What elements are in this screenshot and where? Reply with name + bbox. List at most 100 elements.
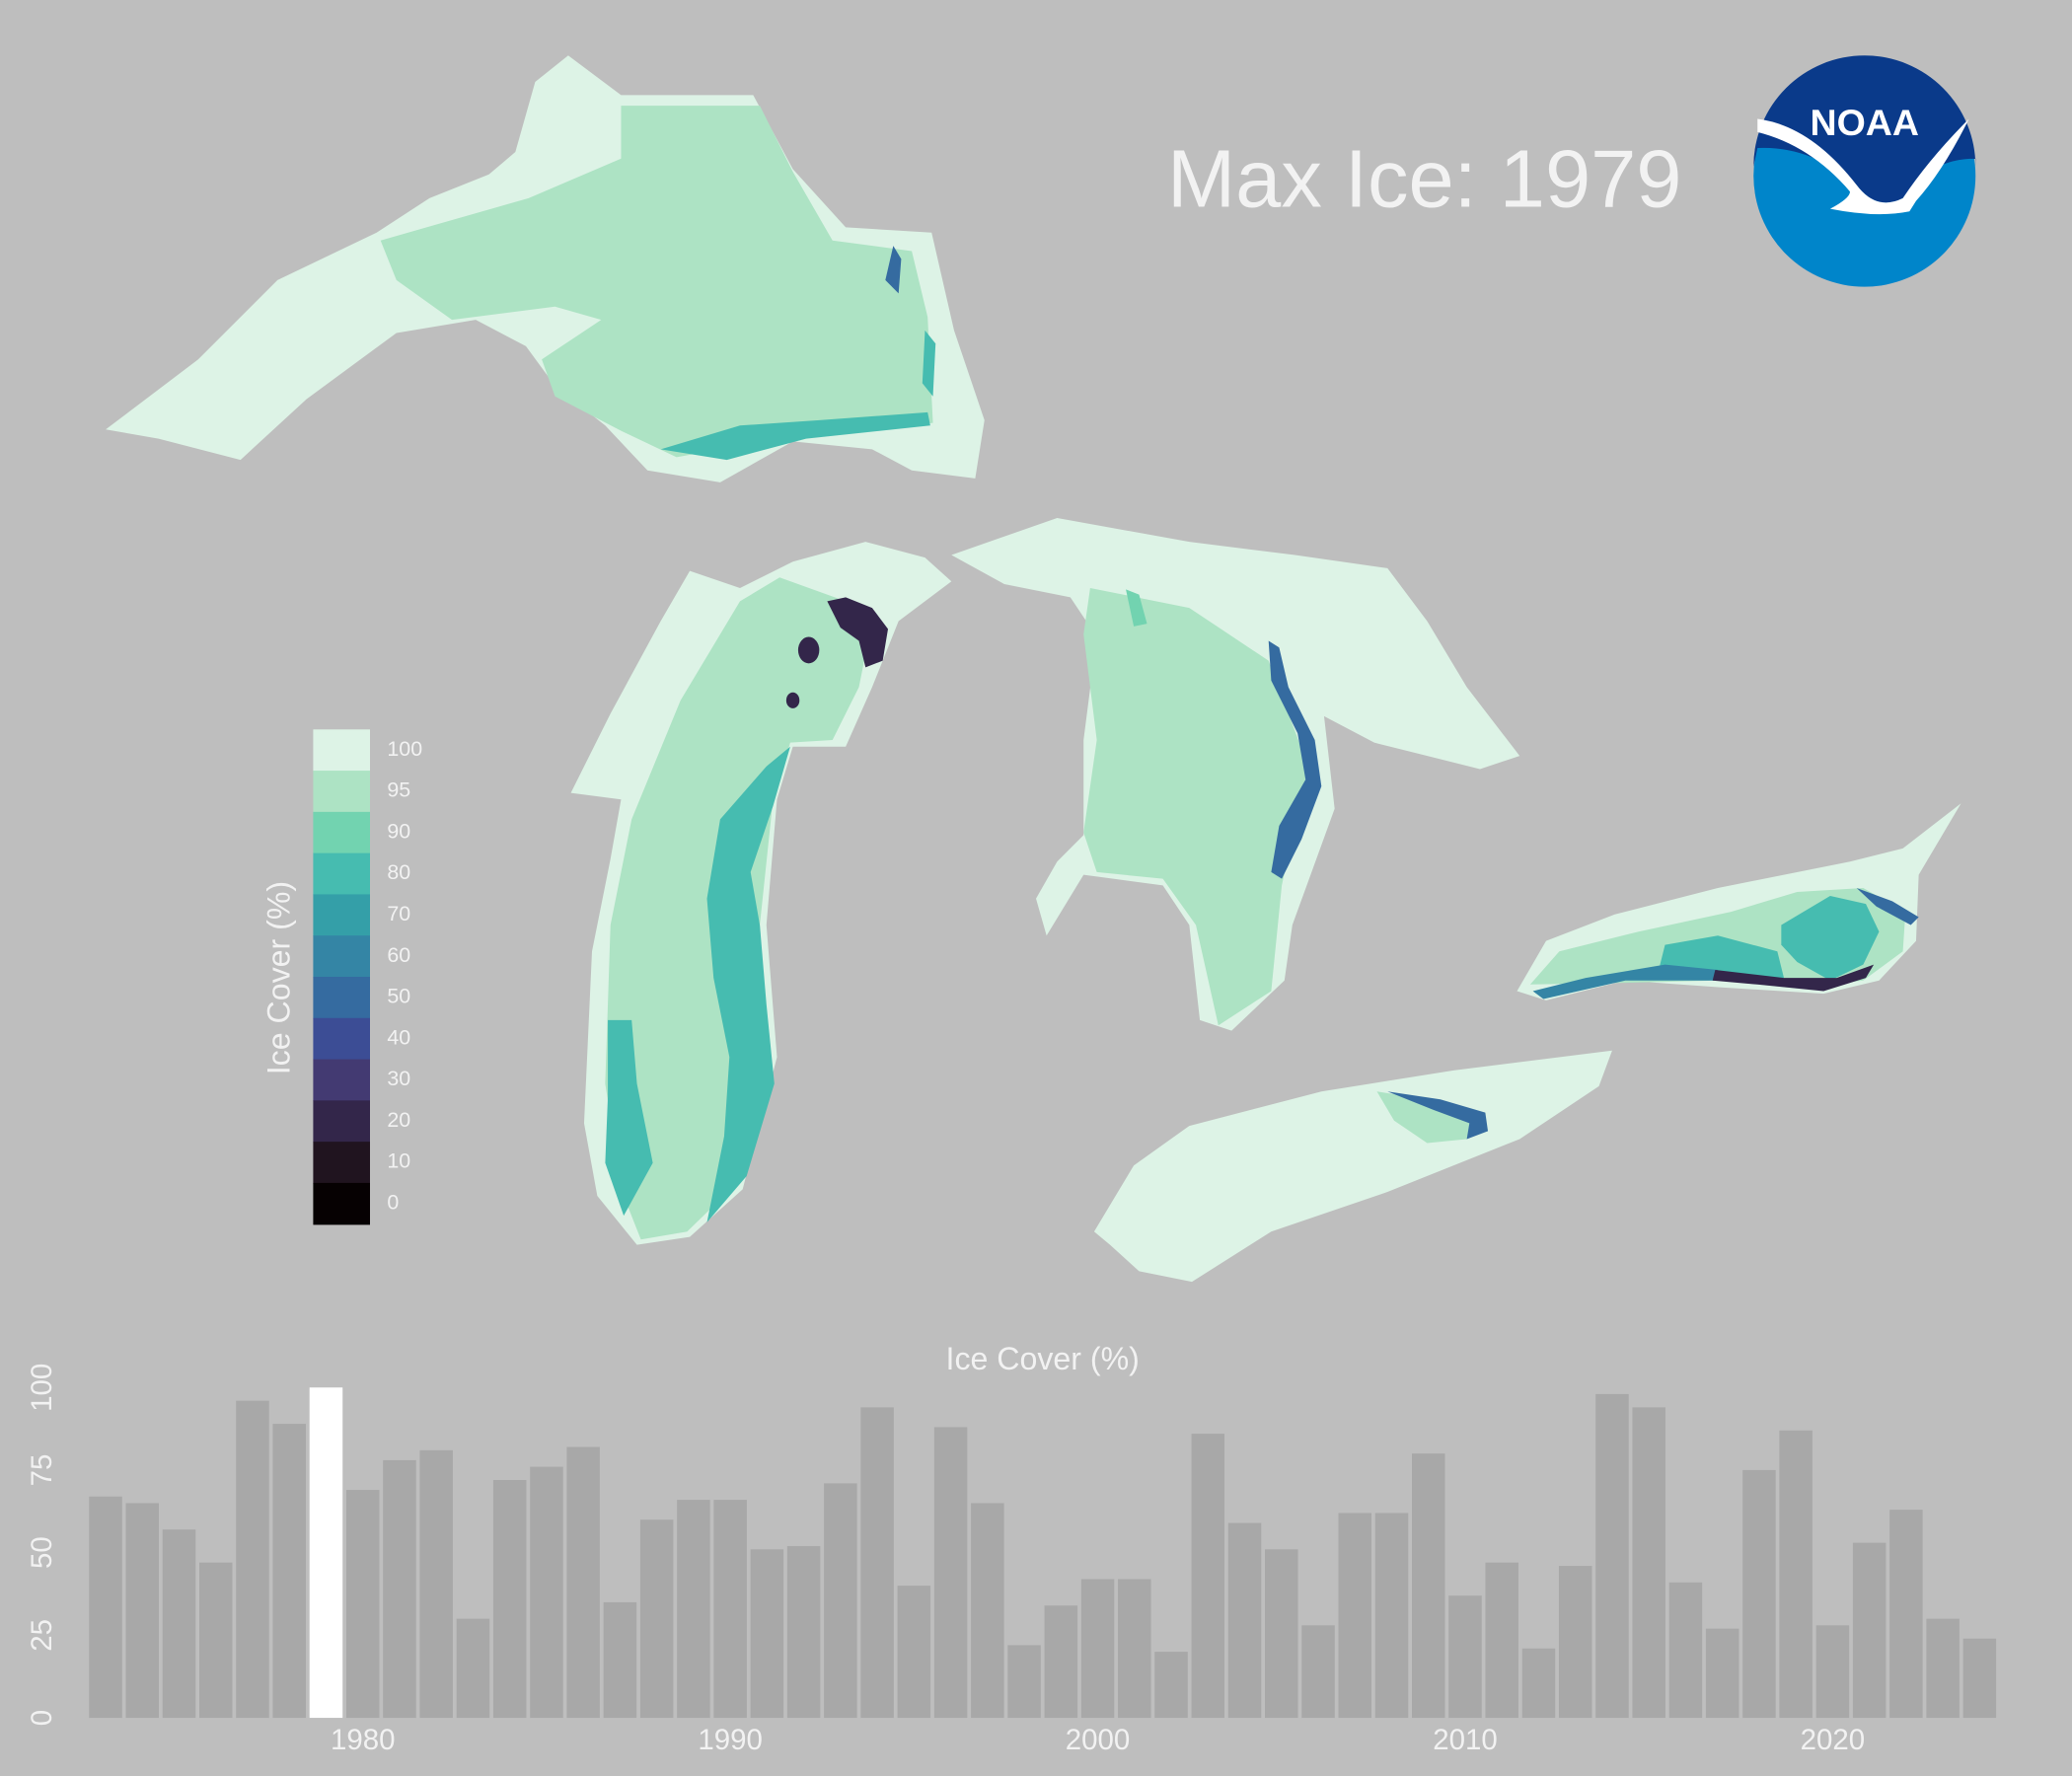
legend-label: 90 (387, 819, 410, 843)
ice-zone (1781, 896, 1880, 981)
y-tick-label: 25 (26, 1619, 58, 1652)
noaa-logo: NOAA (1753, 55, 1976, 287)
chart-title: Max Ice: 1979 (1167, 132, 1681, 224)
bar (198, 1562, 233, 1719)
bar (1154, 1652, 1188, 1719)
legend-swatch (313, 1100, 370, 1143)
bar (456, 1618, 490, 1719)
legend-label: 10 (387, 1149, 410, 1173)
logo-bird (1757, 118, 1969, 215)
ice-zone (1376, 1091, 1480, 1144)
bar (272, 1424, 306, 1719)
bar (1118, 1579, 1151, 1719)
bar (1265, 1549, 1298, 1719)
bar (1926, 1618, 1960, 1719)
bar (1374, 1513, 1409, 1719)
bar (566, 1446, 600, 1719)
bar (750, 1549, 784, 1719)
bar (1301, 1625, 1335, 1719)
y-tick-label: 75 (26, 1454, 58, 1487)
legend-label: 30 (387, 1067, 410, 1090)
bar (1485, 1562, 1518, 1719)
x-tick-label: 2000 (1066, 1724, 1131, 1756)
bar (971, 1503, 1004, 1719)
legend-label: 60 (387, 943, 410, 967)
legend-swatch (313, 1182, 370, 1225)
bar (677, 1500, 710, 1719)
bar (1080, 1579, 1115, 1719)
legend-label: 100 (387, 737, 422, 761)
bar (1448, 1595, 1482, 1719)
bar (309, 1387, 343, 1719)
bar (419, 1449, 453, 1719)
y-tick-label: 50 (26, 1536, 58, 1569)
legend-swatch (313, 977, 370, 1019)
bar (824, 1483, 857, 1719)
y-tick-label: 100 (26, 1364, 58, 1412)
axis-title: Ice Cover (%) (946, 1341, 1140, 1376)
legend-label: 40 (387, 1025, 410, 1049)
bar (345, 1490, 380, 1719)
ice-zone (1126, 589, 1147, 627)
bar (1852, 1542, 1887, 1719)
bar (1779, 1430, 1813, 1719)
bar (639, 1519, 674, 1719)
bar (860, 1407, 894, 1719)
bar (1338, 1513, 1372, 1719)
bar (530, 1466, 563, 1719)
legend-label: 80 (387, 860, 410, 884)
bar (1595, 1393, 1629, 1719)
bar (1962, 1638, 1997, 1719)
bar (1227, 1522, 1262, 1719)
legend-swatch (313, 852, 370, 896)
bar (1632, 1407, 1665, 1719)
map (106, 55, 1961, 1283)
logo-top (1753, 55, 1976, 203)
legend-swatch (313, 1017, 370, 1061)
bar (786, 1545, 821, 1719)
bar (713, 1500, 747, 1719)
ice-zone (922, 330, 936, 397)
bar (1815, 1625, 1850, 1719)
bar (1007, 1645, 1041, 1719)
legend-swatch (313, 935, 370, 978)
legend-label: 70 (387, 902, 410, 925)
bar (603, 1601, 637, 1719)
ice-zone (885, 246, 902, 294)
x-tick-label: 2020 (1801, 1724, 1866, 1756)
ice-zone (1532, 964, 1719, 999)
x-tick-label: 2010 (1433, 1724, 1498, 1756)
lake-erie (1093, 1050, 1612, 1283)
bar (1558, 1566, 1592, 1719)
y-tick-label: 0 (26, 1710, 58, 1726)
legend-label: 20 (387, 1108, 410, 1132)
bar (933, 1427, 968, 1719)
bar (1668, 1582, 1703, 1719)
legend-swatch (313, 1059, 370, 1102)
legend-title: Ice Cover (%) (261, 881, 297, 1074)
bar (162, 1529, 196, 1719)
x-tick-label: 1990 (698, 1724, 763, 1756)
ice-zone (797, 636, 820, 664)
legend-swatch (313, 771, 370, 813)
bar (1889, 1510, 1923, 1719)
ice-zone (1712, 964, 1875, 992)
bar (1521, 1648, 1556, 1719)
bar (125, 1503, 160, 1719)
ice-zone (1387, 1091, 1489, 1140)
bar (236, 1400, 269, 1719)
logo-text: NOAA (1811, 102, 1919, 143)
bar (1742, 1469, 1776, 1719)
bar (1191, 1434, 1225, 1719)
ice-zone (1083, 587, 1308, 1026)
ice-zone (827, 597, 888, 668)
legend-swatch (313, 729, 370, 772)
ice-zone (1856, 888, 1919, 925)
x-tick-label: 1980 (331, 1724, 396, 1756)
ice-zone (1268, 640, 1322, 879)
bar (1044, 1605, 1078, 1719)
bar (383, 1459, 416, 1719)
ice-zone (706, 746, 790, 1222)
